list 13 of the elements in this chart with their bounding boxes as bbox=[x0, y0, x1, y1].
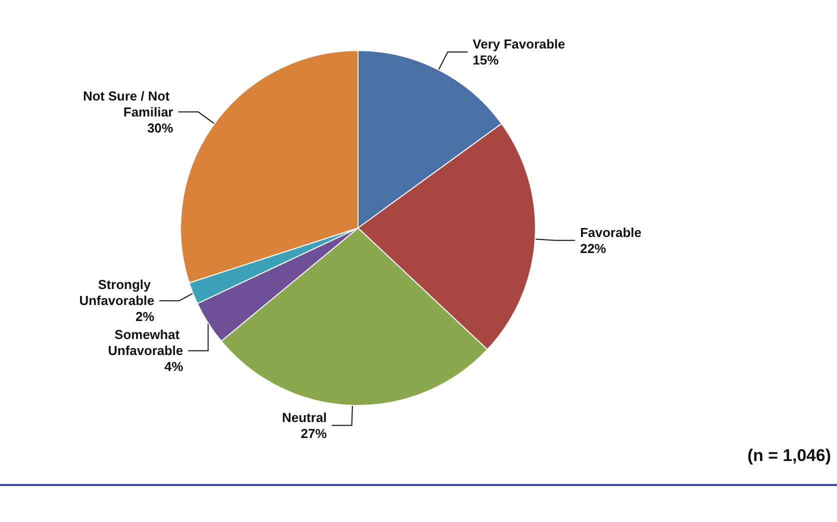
slice-label: Very Favorable bbox=[472, 36, 566, 52]
data-label: 4% bbox=[164, 359, 184, 374]
slice-label: Neutral bbox=[282, 410, 327, 425]
text: (n = 1,046) bbox=[747, 446, 831, 466]
data-label: 15% bbox=[472, 52, 500, 68]
data-label: 2% bbox=[136, 309, 155, 324]
slice-label: Favorable bbox=[580, 224, 642, 240]
data-label: 30% bbox=[147, 120, 174, 136]
data-label: 27% bbox=[300, 426, 328, 441]
data-label: 22% bbox=[580, 240, 607, 256]
slice-label: Somewhat Unfavorable bbox=[108, 327, 184, 358]
slice-label: Strongly Unfavorable bbox=[79, 277, 154, 308]
slice-label: Not Sure / Not Familiar bbox=[82, 88, 174, 120]
